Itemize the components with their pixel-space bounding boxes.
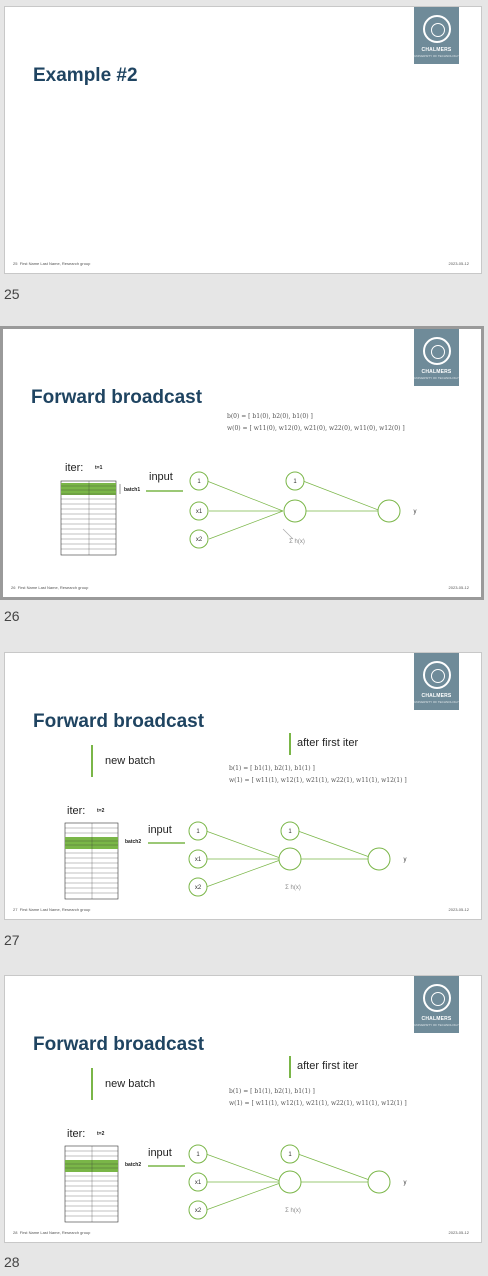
slide-canvas: CHALMERS UNIVERSITY OF TECHNOLOGY Exampl… (4, 6, 482, 274)
annotation-bar (91, 1068, 93, 1100)
formula-bias: b(0) = [ b1(0), b2(0), b1(0) ] (227, 413, 313, 420)
chalmers-logo: CHALMERS UNIVERSITY OF TECHNOLOGY (414, 7, 459, 64)
formula-weights: w(1) = [ w11(1), w12(1), w21(1), w22(1),… (229, 777, 407, 784)
node-label: x1 (196, 509, 203, 515)
node-label: 1 (288, 829, 292, 835)
slide-number: 27 (4, 932, 20, 948)
slide-footer: 25 First Name Last Name, Research group (13, 261, 91, 266)
output-label: y (414, 509, 417, 515)
slide-date: 2023-05-12 (448, 261, 469, 266)
slide-canvas: CHALMERS UNIVERSITY OF TECHNOLOGY Forwar… (4, 975, 482, 1243)
sum-label: Σ h(x) (285, 885, 301, 891)
slide-canvas: CHALMERS UNIVERSITY OF TECHNOLOGY Forwar… (4, 652, 482, 920)
seal-icon (422, 661, 451, 689)
slide-title: Forward broadcast (33, 1034, 205, 1055)
slide-title: Forward broadcast (33, 711, 205, 732)
slide-date: 2023-05-12 (448, 1230, 469, 1235)
bias-node-input (189, 471, 209, 491)
iter-value: t=1 (95, 465, 103, 471)
input-label: input (148, 824, 172, 836)
annotation-bar (289, 1056, 291, 1078)
iter-value: t=2 (97, 808, 105, 814)
iter-label: iter: (67, 805, 86, 817)
annotation-bar (91, 745, 93, 777)
slide-footer: 28 First Name Last Name, Research group (13, 1230, 91, 1235)
batch-label: batch1 (124, 487, 141, 493)
annotation-bar (289, 733, 291, 755)
hidden-node (283, 499, 307, 523)
node-label: x2 (196, 537, 203, 543)
seal-icon (422, 337, 451, 365)
data-table (60, 480, 121, 556)
slide-footer: 27 First Name Last Name, Research group (13, 907, 91, 912)
slide-date: 2023-05-12 (448, 585, 469, 590)
slide-number: 25 (4, 286, 20, 302)
node-label: 1 (196, 1152, 200, 1158)
iter-value: t=2 (97, 1131, 105, 1137)
formula-bias: b(1) = [ b1(1), b2(1), b1(1) ] (229, 765, 315, 772)
iter-label: iter: (67, 1128, 86, 1140)
node-label: 1 (288, 1152, 292, 1158)
new-batch-label: new batch (105, 755, 156, 767)
output-label: y (404, 857, 407, 863)
network-diagram: 1 x1 x2 1 y Σ h(x) (64, 1144, 407, 1223)
chalmers-logo: CHALMERS UNIVERSITY OF TECHNOLOGY (414, 329, 459, 386)
output-label: y (404, 1180, 407, 1186)
formula-weights: w(1) = [ w11(1), w12(1), w21(1), w22(1),… (229, 1100, 407, 1107)
sum-label: Σ h(x) (285, 1208, 301, 1214)
network-diagram: 1 x1 x2 1 y Σ h(x) (64, 821, 407, 900)
slide-footer: 26 First Name Last Name, Research group (11, 585, 89, 590)
formula-bias: b(1) = [ b1(1), b2(1), b1(1) ] (229, 1088, 315, 1095)
node-label: 1 (196, 829, 200, 835)
sum-label: Σ h(x) (289, 539, 305, 545)
chalmers-logo: CHALMERS UNIVERSITY OF TECHNOLOGY (414, 976, 459, 1033)
batch-label: batch2 (125, 1162, 142, 1168)
node-label: x1 (195, 857, 202, 863)
node-label: x2 (195, 1208, 202, 1214)
node-label: x2 (195, 885, 202, 891)
seal-icon (422, 984, 451, 1012)
after-first-iter-label: after first iter (297, 737, 359, 749)
x2-node (189, 529, 209, 549)
node-label: 1 (197, 479, 201, 485)
formula-weights: w(0) = [ w11(0), w12(0), w21(0), w22(0),… (227, 425, 405, 432)
slide-title: Example #2 (33, 65, 138, 86)
new-batch-label: new batch (105, 1078, 156, 1090)
chalmers-logo: CHALMERS UNIVERSITY OF TECHNOLOGY (414, 653, 459, 710)
input-label: input (149, 471, 173, 483)
batch-label: batch2 (125, 839, 142, 845)
slide-canvas: CHALMERS UNIVERSITY OF TECHNOLOGY Forwar… (0, 326, 484, 600)
x1-node (189, 501, 209, 521)
slide-date: 2023-05-12 (448, 907, 469, 912)
network-diagram: 1 x1 x2 1 y Σ h(x) (60, 471, 417, 556)
node-label: 1 (293, 479, 297, 485)
slide-number: 28 (4, 1254, 20, 1270)
after-first-iter-label: after first iter (297, 1060, 359, 1072)
iter-label: iter: (65, 462, 84, 474)
seal-icon (422, 15, 451, 43)
input-label: input (148, 1147, 172, 1159)
bias-node-hidden (285, 471, 305, 491)
output-node (377, 499, 401, 523)
node-label: x1 (195, 1180, 202, 1186)
slide-title: Forward broadcast (31, 387, 203, 408)
slide-number: 26 (4, 608, 20, 624)
